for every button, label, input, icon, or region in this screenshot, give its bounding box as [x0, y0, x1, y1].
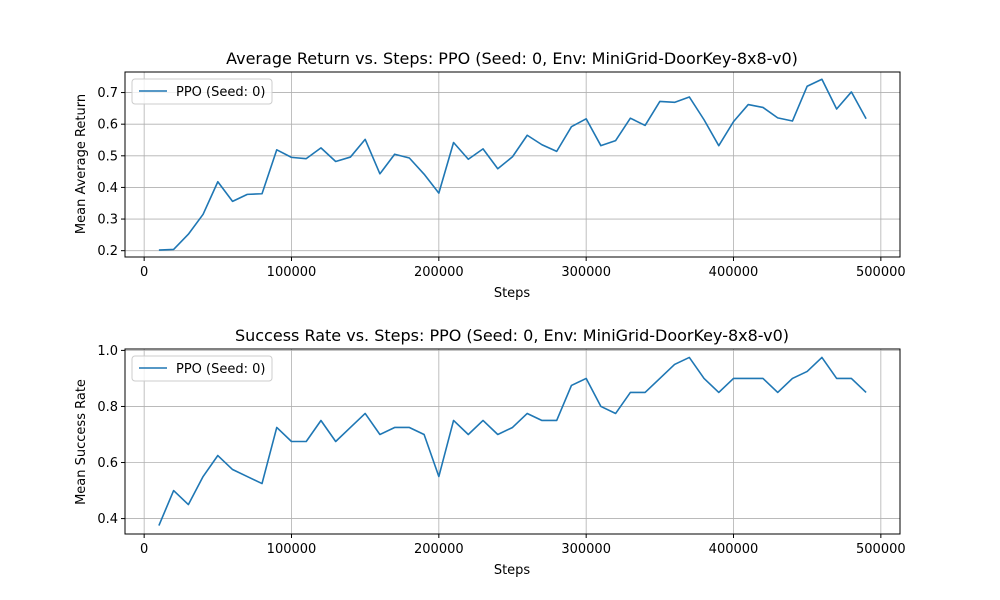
- return-series-lines: [158, 78, 867, 251]
- return-x-tick-label: 0: [140, 265, 148, 280]
- return-y-tick-label: 0.5: [97, 149, 118, 164]
- return-y-tick-label: 0.6: [97, 118, 118, 133]
- success-x-tick-label: 100000: [267, 542, 317, 557]
- success-series-line: [158, 356, 867, 526]
- success-x-tick-label: 300000: [561, 542, 611, 557]
- return-chart-title: Average Return vs. Steps: PPO (Seed: 0, …: [226, 49, 798, 68]
- return-series-line: [158, 78, 867, 251]
- return-x-tick-label: 100000: [267, 265, 317, 280]
- success-x-axis-label: Steps: [494, 563, 531, 578]
- return-plot-frame: [124, 71, 901, 258]
- success-y-tick-label: 0.6: [97, 456, 118, 471]
- return-legend: PPO (Seed: 0): [131, 78, 273, 105]
- return-x-tick-label: 300000: [561, 265, 611, 280]
- success-x-tick-label: 200000: [414, 542, 464, 557]
- return-y-tick-label: 0.7: [97, 86, 118, 101]
- return-y-axis-label: Mean Average Return: [74, 94, 89, 234]
- success-y-tick-label: 0.8: [97, 400, 118, 415]
- success-y-tick-label: 0.4: [97, 512, 118, 527]
- success-x-tick-label: 500000: [856, 542, 906, 557]
- return-y-tick-label: 0.3: [97, 213, 118, 228]
- return-x-tick-label: 400000: [709, 265, 759, 280]
- success-chart-title: Success Rate vs. Steps: PPO (Seed: 0, En…: [235, 326, 789, 345]
- success-x-tick-label: 0: [140, 542, 148, 557]
- return-y-tick-label: 0.4: [97, 181, 118, 196]
- return-ticks: 0 100000 200000 300000 400000 500000 0.2 0.3 0.4…: [97, 86, 905, 280]
- success-x-tick-label: 400000: [709, 542, 759, 557]
- success-subplot: Success Rate vs. Steps: PPO (Seed: 0, En…: [74, 326, 906, 578]
- return-x-axis-label: Steps: [494, 286, 531, 301]
- success-series-lines: [158, 356, 867, 526]
- return-subplot: Average Return vs. Steps: PPO (Seed: 0, …: [74, 49, 906, 301]
- return-x-tick-label: 500000: [856, 265, 906, 280]
- success-y-axis-label: Mean Success Rate: [74, 379, 89, 505]
- success-y-tick-label: 1.0: [97, 344, 118, 359]
- success-ticks: 0 100000 200000 300000 400000 500000 0.4 0.6 0.8…: [97, 344, 905, 557]
- success-legend-box: [131, 355, 273, 382]
- success-gridlines: [125, 349, 900, 534]
- return-legend-box: [131, 78, 273, 105]
- return-x-tick-label: 200000: [414, 265, 464, 280]
- return-legend-label: PPO (Seed: 0): [176, 85, 265, 100]
- return-y-tick-label: 0.2: [97, 244, 118, 259]
- success-plot-frame: [124, 348, 901, 535]
- success-legend-label: PPO (Seed: 0): [176, 362, 265, 377]
- success-legend: PPO (Seed: 0): [131, 355, 273, 382]
